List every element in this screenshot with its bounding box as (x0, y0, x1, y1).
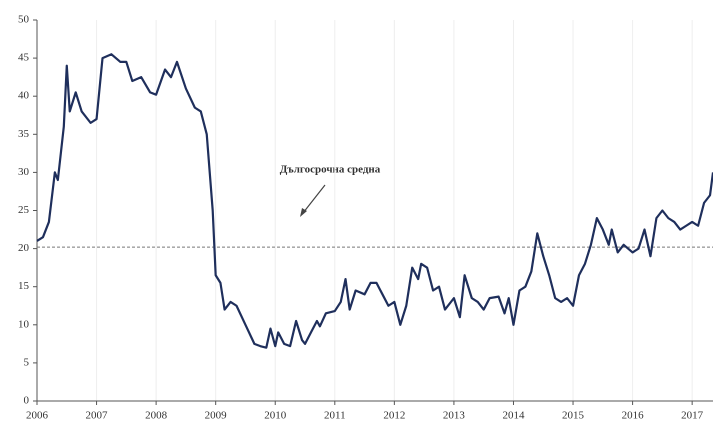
arrow-head (300, 208, 307, 217)
y-tick-label: 25 (18, 204, 30, 216)
x-tick-label: 2016 (622, 410, 645, 422)
y-tick-label: 5 (24, 356, 30, 368)
x-tick-label: 2013 (443, 410, 466, 422)
x-tick-label: 2008 (145, 410, 168, 422)
y-tick-label: 0 (24, 395, 30, 407)
x-tick-label: 2017 (681, 410, 704, 422)
y-tick-label: 50 (18, 14, 30, 26)
x-tick-label: 2010 (264, 410, 287, 422)
y-tick-label: 30 (18, 166, 30, 178)
x-tick-label: 2014 (502, 410, 525, 422)
x-tick-label: 2015 (562, 410, 585, 422)
x-tick-label: 2006 (26, 410, 49, 422)
x-tick-label: 2009 (205, 410, 228, 422)
x-tick-label: 2007 (86, 410, 109, 422)
y-tick-label: 45 (18, 52, 30, 64)
y-tick-label: 40 (18, 90, 30, 102)
y-tick-label: 10 (18, 318, 30, 330)
y-tick-label: 15 (18, 280, 30, 292)
x-tick-label: 2011 (324, 410, 346, 422)
y-tick-label: 35 (18, 128, 30, 140)
annotation: Дългосрочна средна (280, 164, 381, 176)
annotation-arrow (302, 184, 326, 214)
x-tick-label: 2012 (383, 410, 405, 422)
y-tick-label: 20 (18, 242, 30, 254)
series-line (36, 53, 713, 349)
